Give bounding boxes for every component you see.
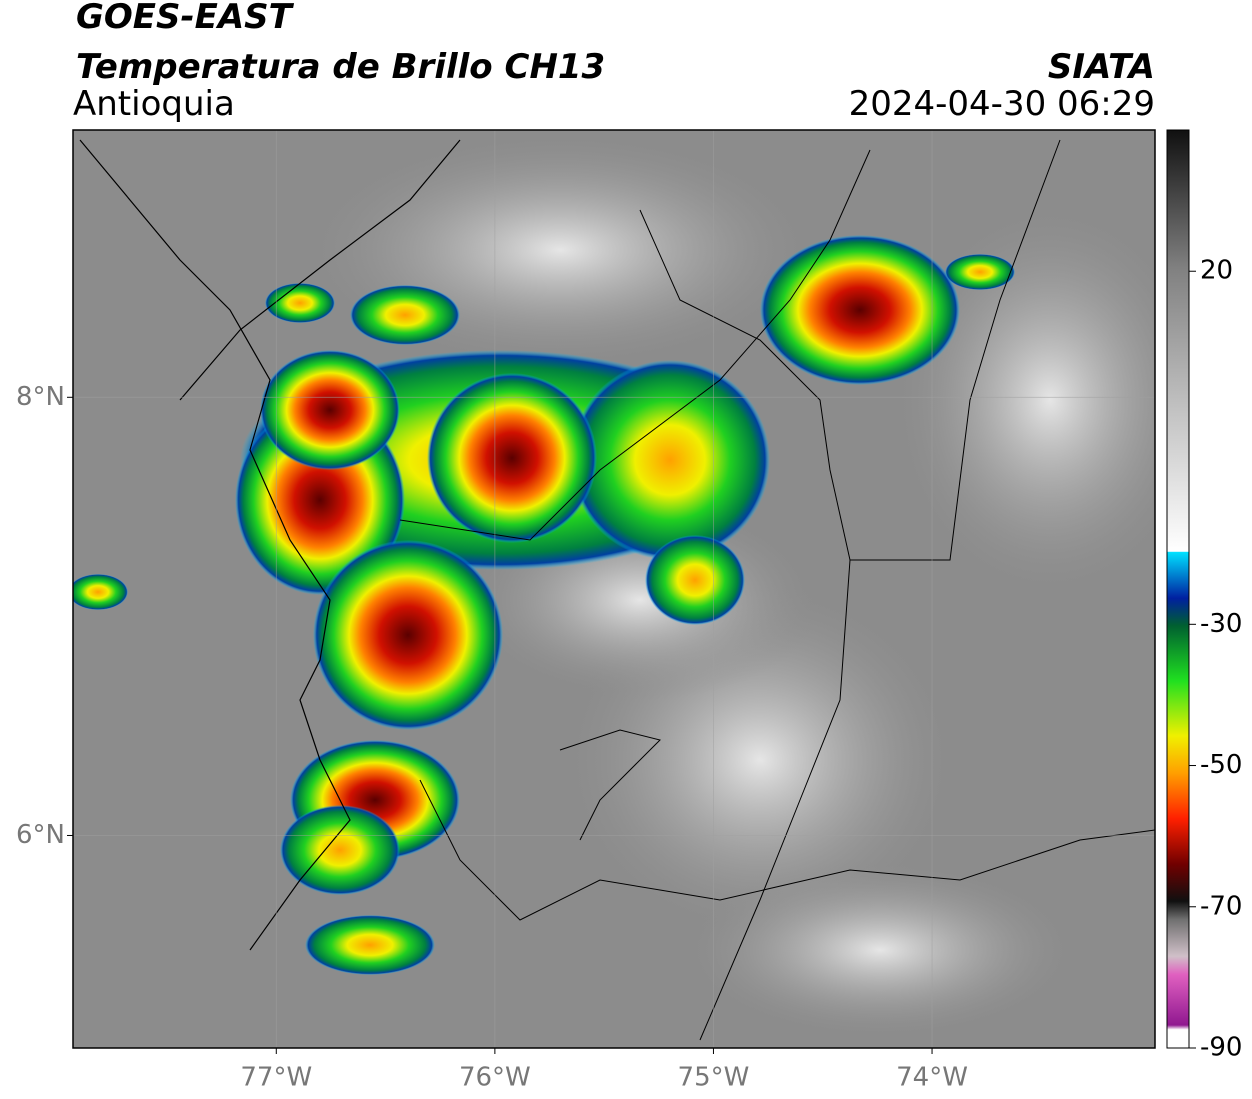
subtitle: Temperatura de Brillo CH13 [76,47,605,87]
agency: SIATA [1048,47,1155,87]
title: GOES-EAST [76,0,295,37]
y-tick-label: 8°N [16,382,65,412]
colorbar-tick-label: -90 [1200,1033,1242,1063]
colorbar-tick-label: -30 [1200,609,1242,639]
x-tick-label: 75°W [678,1063,750,1093]
map-frame [72,129,1156,1049]
x-tick-label: 77°W [240,1063,312,1093]
colorbar [1166,129,1190,1049]
timestamp: 2024-04-30 06:29 [849,84,1155,124]
x-tick-label: 76°W [459,1063,531,1093]
y-tick-label: 6°N [16,820,65,850]
x-tick-label: 74°W [896,1063,968,1093]
region: Antioquia [73,84,235,124]
map-image [73,130,1155,1048]
colorbar-tick-label: -70 [1200,891,1242,921]
colorbar-tick-label: 20 [1200,256,1233,286]
colorbar-tick-label: -50 [1200,750,1242,780]
